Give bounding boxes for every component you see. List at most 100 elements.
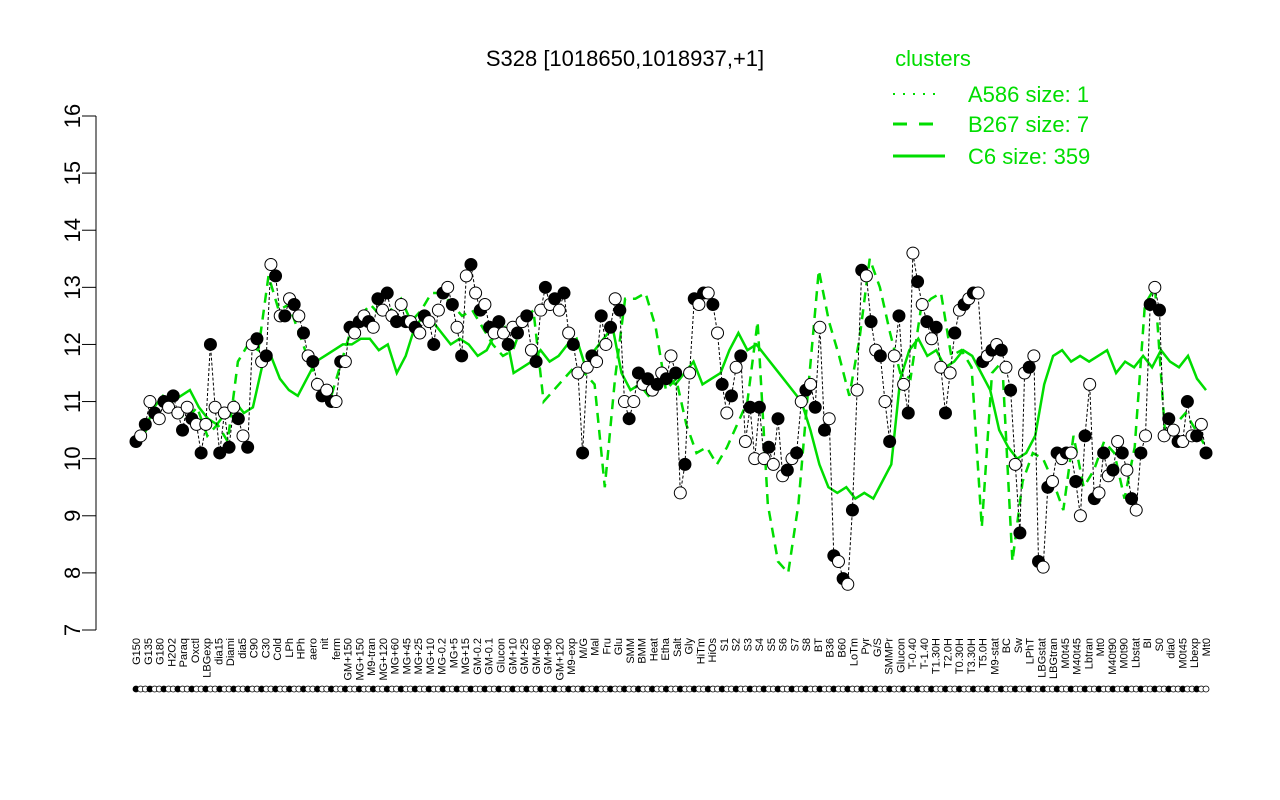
data-point [180,400,194,414]
x-tick-label-48: HiTm [695,638,707,664]
data-point [1157,429,1171,443]
x-tick-label-24: MG+25 [413,638,425,674]
x-rug-mark [1202,685,1210,693]
data-point [929,320,943,334]
data-point [529,355,543,369]
y-tick-label-2: 9 [60,510,85,522]
data-point [650,377,664,391]
x-tick-label-52: S3 [742,638,754,651]
x-tick-label-77: LBGstat [1036,638,1048,678]
data-point [864,315,878,329]
x-tick-label-29: GM-0.2 [472,638,484,675]
x-tick-label-66: T-0.40 [907,638,919,669]
data-point [1180,395,1194,409]
data-point [469,286,483,300]
x-tick-label-86: BI [1142,638,1154,648]
data-point [138,417,152,431]
data-point [804,377,818,391]
x-tick-label-71: T3.30H [966,638,978,674]
data-point [729,360,743,374]
x-tick-label-8: Diami [225,638,237,666]
x-tick-label-46: Salt [672,638,684,657]
data-point [911,275,925,289]
data-point [631,366,645,380]
x-tick-label-81: Lbtran [1083,638,1095,669]
x-tick-label-26: MG-0.2 [437,638,449,675]
data-point [762,440,776,454]
data-point [445,297,459,311]
data-point [752,400,766,414]
x-tick-label-6: LBGexp [202,638,214,678]
x-tick-label-57: S8 [801,638,813,651]
x-tick-label-32: GM+10 [507,638,519,674]
x-tick-label-18: GM+150 [343,638,355,681]
y-tick-label-5: 12 [60,332,85,356]
x-tick-label-63: G/S [872,638,884,657]
x-tick-label-50: S1 [719,638,731,651]
data-point [720,406,734,420]
data-point [920,315,934,329]
data-point [673,486,687,500]
data-point [241,440,255,454]
x-tick-label-62: Pyr [860,638,872,655]
y-tick-label-0: 7 [60,624,85,636]
x-tick-label-42: SMM [625,638,637,664]
legend-entry-1: B267 size: 7 [968,112,1089,137]
y-tick-label-6: 13 [60,275,85,299]
data-point [231,412,245,426]
data-point [571,366,585,380]
data-point [659,372,673,386]
data-point [594,309,608,323]
data-point [194,446,208,460]
data-point [1092,486,1106,500]
data-point [915,297,929,311]
chart-title: S328 [1018650,1018937,+1] [486,46,764,71]
data-point [948,326,962,340]
x-tick-label-4: Paraq [178,638,190,667]
y-tick-label-3: 10 [60,446,85,470]
x-tick-label-67: T-1.40 [919,638,931,669]
x-tick-label-17: ferm [331,638,343,660]
data-point [692,297,706,311]
data-point [831,554,845,568]
x-tick-label-13: LPh [284,638,296,658]
data-point [338,355,352,369]
data-point [413,326,427,340]
data-point [548,292,562,306]
data-point [906,246,920,260]
data-point [925,332,939,346]
data-point [1139,429,1153,443]
data-point [1073,509,1087,523]
x-tick-label-75: Sw [1013,638,1025,653]
data-point [222,440,236,454]
data-point [501,337,515,351]
x-tick-label-34: GM+60 [531,638,543,674]
data-point [329,395,343,409]
data-point [422,315,436,329]
data-point [1069,475,1083,489]
x-tick-label-31: Glucon [496,638,508,673]
data-point [264,257,278,271]
data-point [199,417,213,431]
data-point [883,435,897,449]
data-point [845,503,859,517]
data-point [459,269,473,283]
data-point [534,303,548,317]
data-point [1120,463,1134,477]
x-tick-label-33: GM+25 [519,638,531,674]
data-point [538,280,552,294]
y-axis: 7 8 9 10 11 12 13 14 15 16 [60,104,97,636]
data-point [711,326,725,340]
data-point [1097,446,1111,460]
data-point [455,349,469,363]
data-point [278,309,292,323]
data-point [376,303,390,317]
x-tick-label-47: Gly [684,638,696,655]
x-tick-label-83: M40t90 [1107,638,1119,675]
x-tick-label-69: T2.0H [942,638,954,668]
data-point [808,400,822,414]
data-point [580,360,594,374]
x-tick-label-80: M40t45 [1072,638,1084,675]
data-point [497,326,511,340]
data-point [492,315,506,329]
